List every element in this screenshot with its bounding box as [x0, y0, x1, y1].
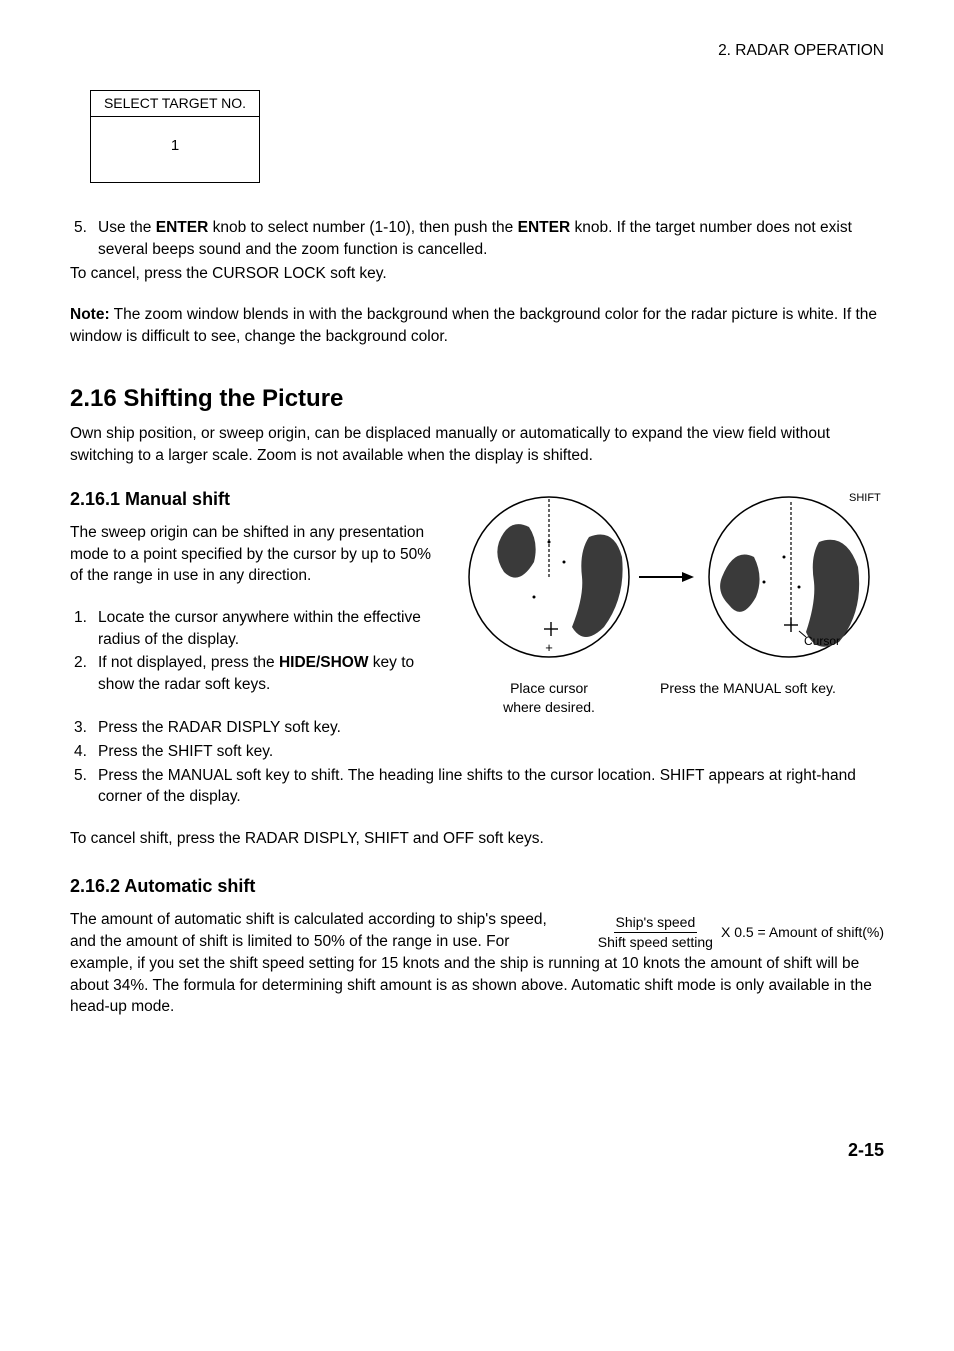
cap1-l2: where desired.	[503, 699, 595, 715]
formula-top: Ship's speed	[614, 913, 698, 934]
t: knob to select number (1-10), then push …	[208, 219, 517, 236]
enter-bold-2: ENTER	[518, 219, 571, 236]
step-5-text: Use the ENTER knob to select number (1-1…	[98, 217, 884, 260]
step-5-num: 5.	[70, 217, 98, 260]
page-header: 2. RADAR OPERATION	[70, 40, 884, 62]
diagram-caption-2: Press the MANUAL soft key.	[654, 679, 884, 717]
svg-text:Cursor: Cursor	[804, 634, 840, 648]
formula-tail: X 0.5 = Amount of shift(%)	[721, 923, 884, 943]
num: 1.	[70, 607, 98, 650]
manual-cancel: To cancel shift, press the RADAR DISPLY,…	[70, 828, 884, 850]
note-label: Note:	[70, 306, 110, 323]
manual-step-3: 3. Press the RADAR DISPLY soft key.	[70, 717, 884, 739]
manual-step-1: 1. Locate the cursor anywhere within the…	[70, 607, 434, 650]
num: 5.	[70, 765, 98, 808]
heading-2-16: 2.16 Shifting the Picture	[70, 382, 884, 416]
heading-2-16-1: 2.16.1 Manual shift	[70, 487, 434, 512]
intro-2-16: Own ship position, or sweep origin, can …	[70, 423, 884, 466]
t: If not displayed, press the	[98, 654, 279, 671]
txt: Locate the cursor anywhere within the ef…	[98, 607, 434, 650]
auto-shift-text-left: The amount of automatic shift is calcula…	[70, 909, 576, 952]
shift-label-text: SHIFT	[849, 492, 881, 504]
txt: Press the MANUAL soft key to shift. The …	[98, 765, 884, 808]
manual-step-5: 5. Press the MANUAL soft key to shift. T…	[70, 765, 884, 808]
shift-diagram: + SHIFT Cursor Place cursor	[454, 487, 884, 717]
manual-step-2: 2. If not displayed, press the HIDE/SHOW…	[70, 652, 434, 695]
txt: If not displayed, press the HIDE/SHOW ke…	[98, 652, 434, 695]
enter-bold-1: ENTER	[156, 219, 209, 236]
cap1-l1: Place cursor	[510, 680, 588, 696]
note-paragraph: Note: The zoom window blends in with the…	[70, 304, 884, 347]
heading-2-16-2: 2.16.2 Automatic shift	[70, 874, 884, 899]
num: 4.	[70, 741, 98, 763]
t: Use the	[98, 219, 156, 236]
auto-shift-formula: Ship's speed Shift speed setting X 0.5 =…	[596, 909, 884, 953]
select-target-header: SELECT TARGET NO.	[91, 91, 259, 118]
select-target-value: 1	[91, 117, 259, 182]
svg-text:+: +	[545, 640, 553, 655]
diagram-caption-1: Place cursor where desired.	[454, 679, 644, 717]
txt: Press the SHIFT soft key.	[98, 741, 884, 763]
auto-shift-text-below: example, if you set the shift speed sett…	[70, 953, 884, 1018]
step-5: 5. Use the ENTER knob to select number (…	[70, 217, 884, 260]
num: 3.	[70, 717, 98, 739]
note-text: The zoom window blends in with the backg…	[70, 306, 877, 345]
num: 2.	[70, 652, 98, 695]
manual-step-4: 4. Press the SHIFT soft key.	[70, 741, 884, 763]
txt: Press the RADAR DISPLY soft key.	[98, 717, 884, 739]
formula-fraction: Ship's speed Shift speed setting	[596, 913, 715, 953]
manual-intro: The sweep origin can be shifted in any p…	[70, 522, 434, 587]
hide-show-bold: HIDE/SHOW	[279, 654, 369, 671]
page-number: 2-15	[70, 1138, 884, 1163]
cancel-line: To cancel, press the CURSOR LOCK soft ke…	[70, 263, 884, 285]
formula-bottom: Shift speed setting	[596, 933, 715, 953]
select-target-box: SELECT TARGET NO. 1	[90, 90, 260, 184]
